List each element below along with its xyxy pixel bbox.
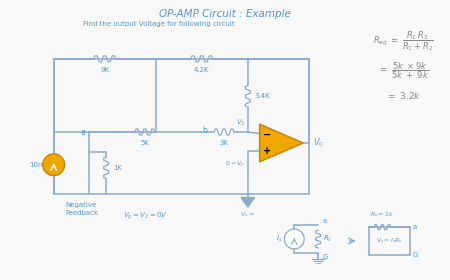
Text: $R_{eq}\ =\ \dfrac{R_1\,R_2}{R_1+R_2}$: $R_{eq}\ =\ \dfrac{R_1\,R_2}{R_1+R_2}$ (373, 29, 434, 53)
Text: −: − (262, 130, 270, 139)
Text: 4.2K: 4.2K (194, 67, 210, 73)
Text: $V_p = V_2 = 0V$: $V_p = V_2 = 0V$ (123, 210, 168, 222)
Text: $V_s = I_s R_s$: $V_s = I_s R_s$ (376, 237, 403, 246)
Text: $=\ \dfrac{5k\ \times 9k}{5k\ +\ 9k}$: $=\ \dfrac{5k\ \times 9k}{5k\ +\ 9k}$ (378, 61, 429, 81)
Text: $V_0$: $V_0$ (313, 137, 324, 149)
Text: G: G (323, 254, 328, 260)
Circle shape (284, 229, 304, 249)
Text: b: b (202, 126, 207, 135)
Text: a: a (413, 224, 417, 230)
Text: 3K: 3K (220, 140, 229, 146)
Circle shape (43, 154, 65, 176)
Text: 3.4K: 3.4K (255, 94, 270, 99)
Text: 10mA: 10mA (29, 162, 50, 168)
Text: +: + (262, 146, 270, 157)
Text: 5K: 5K (140, 140, 149, 146)
Text: $0 = V_p$: $0 = V_p$ (225, 159, 246, 169)
Text: $I_s$: $I_s$ (276, 234, 283, 244)
Text: 1K: 1K (113, 165, 122, 171)
Text: $V_2$: $V_2$ (236, 118, 246, 128)
Text: $=\ 3.2k$: $=\ 3.2k$ (386, 90, 421, 101)
Text: G: G (413, 252, 418, 258)
Text: $V_n =$: $V_n =$ (240, 210, 255, 219)
Text: $R_s = 1k$: $R_s = 1k$ (370, 210, 395, 219)
Text: a: a (81, 128, 86, 137)
Text: a: a (323, 218, 327, 224)
Text: 9K: 9K (100, 67, 109, 73)
Text: Negative
Feedback: Negative Feedback (65, 202, 98, 216)
Text: Find the output Voltage for following circuit: Find the output Voltage for following ci… (83, 21, 235, 27)
Polygon shape (260, 124, 303, 162)
Text: OP-AMP Circuit : Example: OP-AMP Circuit : Example (159, 9, 291, 19)
Text: $R_s$: $R_s$ (323, 234, 332, 244)
Polygon shape (241, 197, 255, 207)
